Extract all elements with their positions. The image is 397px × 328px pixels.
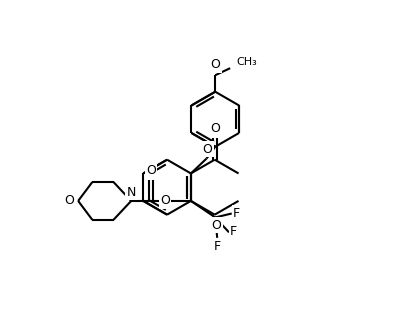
- Text: F: F: [233, 207, 240, 220]
- Text: O: O: [146, 164, 156, 177]
- Text: N: N: [127, 186, 136, 199]
- Text: O: O: [210, 58, 220, 71]
- Text: F: F: [230, 225, 237, 238]
- Text: O: O: [210, 122, 220, 134]
- Text: CH₃: CH₃: [237, 57, 258, 67]
- Text: F: F: [214, 240, 221, 253]
- Text: O: O: [160, 195, 170, 207]
- Text: O: O: [212, 218, 222, 232]
- Text: O: O: [64, 195, 74, 207]
- Text: O: O: [202, 143, 212, 156]
